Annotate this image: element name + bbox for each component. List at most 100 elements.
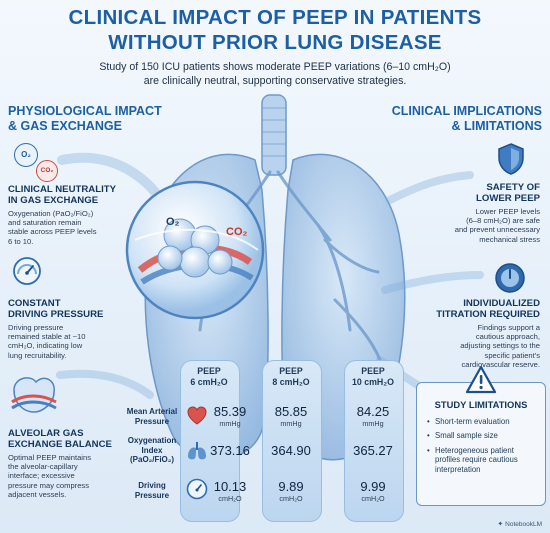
- table-cell: 365.27: [344, 443, 402, 458]
- row-label-map: Mean Arterial Pressure: [120, 407, 184, 426]
- lungs-icon: [188, 442, 206, 460]
- unit-cmh2o: cmH₂O: [218, 494, 242, 503]
- row-label-line: Driving: [138, 481, 166, 490]
- table-cell: 364.90: [262, 443, 320, 458]
- unit-mmhg: mmHg: [219, 419, 241, 428]
- left-item-0-text-line: and saturation remain: [8, 218, 82, 228]
- right-item-1-text-line: specific patient's: [484, 350, 540, 360]
- left-item-1-title-line1: CONSTANT: [8, 298, 61, 309]
- dial-icon: [495, 263, 525, 293]
- value-driving-peep-6: 10.13: [213, 479, 247, 494]
- table-cell: 373.16: [200, 443, 260, 458]
- left-item-2-text-line: pressure may compress: [8, 480, 90, 490]
- left-item-0-text-line: Oxygenation (PaO₂/FiO₂): [8, 209, 94, 218]
- left-heading-line2: & GAS EXCHANGE: [8, 119, 122, 133]
- row-label-line: Mean Arterial: [126, 407, 178, 416]
- table-cell: 84.25 mmHg: [344, 404, 402, 428]
- table-cell: 10.13 cmH₂O: [200, 479, 260, 503]
- right-item-1-text-line: Findings support a: [477, 323, 540, 332]
- center-o2-label: O₂: [166, 216, 180, 228]
- left-item-2-text-line: interface; excessive: [8, 471, 75, 481]
- limitation-line: interpretation: [435, 464, 481, 474]
- o2-icon-label: O₂: [21, 150, 31, 159]
- left-item-alveolar-balance: ALVEOLAR GAS EXCHANGE BALANCE Optimal PE…: [8, 428, 143, 499]
- left-item-2-text-line: Optimal PEEP maintains: [8, 453, 92, 462]
- subtitle-line1: Study of 150 ICU patients shows moderate…: [99, 61, 451, 73]
- page-subtitle: Study of 150 ICU patients shows moderate…: [40, 60, 510, 88]
- column-header-line2: 10 cmH₂O: [351, 376, 395, 387]
- footer-brand: ✦ NotebookLM: [497, 520, 542, 528]
- study-limitations-title: STUDY LIMITATIONS: [434, 399, 528, 410]
- right-item-1-text-line: adjusting settings to the: [460, 341, 540, 351]
- right-item-0-text-line: and prevent unnecessary: [454, 225, 540, 235]
- right-item-1-title-line1: INDIVIDUALIZED: [463, 298, 540, 309]
- column-header-line2: 6 cmH₂O: [190, 376, 228, 387]
- column-header-peep-10: PEEP 10 cmH₂O: [344, 366, 402, 387]
- left-heading-line1: PHYSIOLOGICAL IMPACT: [8, 104, 162, 118]
- left-item-2-title-line1: ALVEOLAR GAS: [8, 428, 84, 439]
- footer-brand-text: NotebookLM: [505, 521, 542, 528]
- right-item-1-text-line: cardiovascular reserve.: [461, 359, 541, 369]
- left-item-0-text-line: 6 to 10.: [8, 236, 34, 246]
- row-label-oxygenation: Oxygenation Index (PaO₂/FiO₂): [120, 436, 184, 465]
- column-header-line1: PEEP: [197, 366, 221, 376]
- o2-icon: O₂: [14, 143, 38, 167]
- left-item-2-text-line: the alveolar-capillary: [8, 462, 78, 472]
- shield-icon: [498, 143, 524, 175]
- column-header-peep-6: PEEP 6 cmH₂O: [180, 366, 238, 387]
- bullet-icon: •: [427, 431, 430, 441]
- column-header-peep-8: PEEP 8 cmH₂O: [262, 366, 320, 387]
- left-item-0-title-line1: CLINICAL NEUTRALITY: [8, 184, 117, 195]
- study-limitations-list: • Short-term evaluation • Small sample s…: [427, 417, 541, 474]
- limitation-line: Heterogeneous patient: [435, 445, 514, 455]
- right-item-0-text-line: Lower PEEP levels: [475, 207, 540, 216]
- unit-cmh2o: cmH₂O: [361, 494, 385, 503]
- column-header-line2: 8 cmH₂O: [272, 376, 310, 387]
- row-label-line: Index: [141, 445, 163, 455]
- bullet-icon: •: [427, 445, 430, 455]
- value-map-peep-6: 85.39: [213, 404, 247, 419]
- heart-icon: [187, 406, 207, 425]
- unit-mmhg: mmHg: [362, 419, 384, 428]
- left-section-heading: PHYSIOLOGICAL IMPACT & GAS EXCHANGE: [8, 104, 162, 134]
- page-title-line2: WITHOUT PRIOR LUNG DISEASE: [108, 31, 442, 54]
- table-column-peep-8: [262, 360, 322, 522]
- row-label-line: Pressure: [134, 416, 170, 426]
- value-map-peep-8: 85.85: [274, 404, 308, 419]
- center-co2-label: CO₂: [226, 226, 248, 238]
- left-item-1-text-line: lung recruitability.: [8, 350, 67, 360]
- column-header-line1: PEEP: [361, 366, 385, 376]
- limitation-line: profiles require cautious: [435, 455, 518, 465]
- table-cell: 9.99 cmH₂O: [344, 479, 402, 503]
- right-item-0-title-line2: LOWER PEEP: [476, 193, 540, 204]
- left-item-1-title-line2: DRIVING PRESSURE: [8, 309, 104, 320]
- left-item-0-text-line: stable across PEEP levels: [8, 227, 97, 237]
- right-item-1-title-line2: TITRATION REQUIRED: [436, 309, 540, 320]
- notebooklm-logo-icon: ✦: [497, 521, 506, 528]
- subtitle-line2: are clinically neutral, supporting conse…: [143, 75, 407, 87]
- left-item-0-title-line2: IN GAS EXCHANGE: [8, 195, 99, 206]
- list-item: • Short-term evaluation: [427, 417, 541, 426]
- left-item-1-text-line: cmH₂O, indicating low: [8, 341, 83, 351]
- pressure-gauge-icon: [186, 478, 208, 500]
- right-item-0-title-line1: SAFETY OF: [486, 182, 540, 193]
- value-driving-peep-8: 9.89: [278, 479, 304, 494]
- left-item-2-title-line2: EXCHANGE BALANCE: [8, 439, 112, 450]
- unit-mmhg: mmHg: [280, 419, 302, 428]
- right-item-0-text-line: (6–8 cmH₂O) are safe: [466, 216, 540, 226]
- right-heading-line2: & LIMITATIONS: [451, 119, 543, 133]
- left-item-1-text-line: remained stable at ~10: [8, 332, 86, 342]
- left-item-1-text-line: Driving pressure: [8, 323, 64, 332]
- value-map-peep-10: 84.25: [356, 404, 390, 419]
- right-section-heading: CLINICAL IMPLICATIONS & LIMITATIONS: [392, 104, 542, 134]
- value-oxygenation-peep-6: 373.16: [210, 443, 250, 458]
- co2-icon: CO₂: [36, 160, 58, 182]
- row-label-driving: Driving Pressure: [120, 481, 184, 500]
- list-item: • Small sample size: [427, 431, 541, 440]
- column-header-line1: PEEP: [279, 366, 303, 376]
- value-oxygenation-peep-8: 364.90: [271, 443, 311, 458]
- alveolus-icon: [11, 377, 57, 413]
- table-cell: 85.39 mmHg: [200, 404, 260, 428]
- row-label-line: Oxygenation: [127, 436, 177, 445]
- row-label-line: Pressure: [134, 490, 170, 500]
